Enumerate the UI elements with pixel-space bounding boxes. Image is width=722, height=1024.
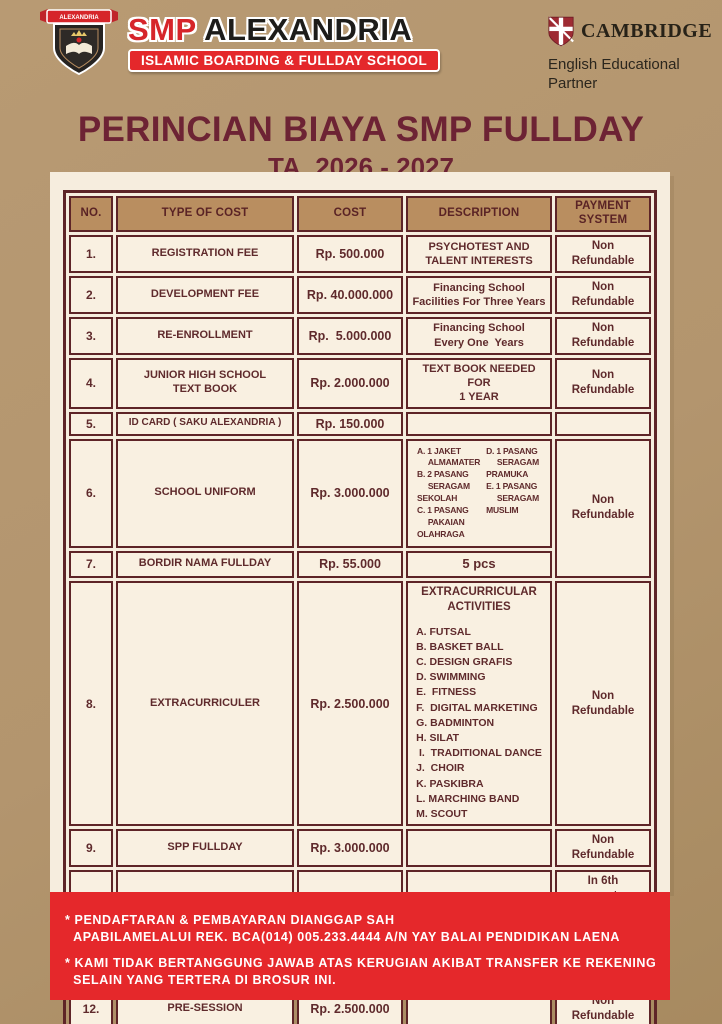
row-no: 2. <box>69 275 113 314</box>
table-row: 8. EXTRACURRICULER Rp. 2.500.000 EXTRACU… <box>69 580 651 827</box>
row-type: SCHOOL UNIFORM <box>116 438 294 548</box>
extracurricular-heading: EXTRACURRICULAR ACTIVITIES <box>421 585 537 613</box>
row-type: EXTRACURRICULER <box>116 580 294 827</box>
cambridge-subtitle: English Educational Partner <box>548 56 680 92</box>
cambridge-shield-icon <box>548 16 574 47</box>
header-type-of-cost: TYPE OF COST <box>116 196 294 232</box>
table-row: 1. REGISTRATION FEE Rp. 500.000 PSYCHOTE… <box>69 235 651 273</box>
page-title-line1: PERINCIAN BIAYA SMP FULLDAY <box>77 110 645 149</box>
school-name-main: ALEXANDRIA <box>196 12 413 47</box>
row-payment: Non Refundable <box>555 580 651 827</box>
table-row: 9. SPP FULLDAY Rp. 3.000.000 Non Refunda… <box>69 829 651 868</box>
table-row: 4. JUNIOR HIGH SCHOOL TEXT BOOK Rp. 2.00… <box>69 357 651 409</box>
row-type: ID CARD ( SAKU ALEXANDRIA ) <box>116 411 294 436</box>
row-desc: Financing School Facilities For Three Ye… <box>406 275 552 314</box>
row-payment: Non Refundable <box>555 235 651 273</box>
row-type: JUNIOR HIGH SCHOOL TEXT BOOK <box>116 357 294 409</box>
footer-note-payment-validity: * PENDAFTARAN & PEMBAYARAN DIANGGAP SAH … <box>65 913 620 944</box>
cambridge-wordmark: CAMBRIDGE <box>581 20 713 42</box>
row-desc <box>406 411 552 436</box>
row-payment-merged: Non Refundable <box>555 438 651 578</box>
cambridge-partner: CAMBRIDGE English Educational Partner <box>548 16 713 94</box>
row-cost: Rp. 150.000 <box>297 411 403 436</box>
school-crest-icon: ALEXANDRIA <box>40 9 118 76</box>
school-name-prefix: SMP <box>128 12 197 47</box>
row-type: RE-ENROLLMENT <box>116 316 294 355</box>
table-row: 6. SCHOOL UNIFORM Rp. 3.000.000 A. 1 JAK… <box>69 438 651 578</box>
row-desc-uniform: A. 1 JAKET ALMAMATER B. 2 PASANG SERAGAM… <box>406 438 552 548</box>
row-desc: 5 pcs <box>406 550 552 578</box>
row-type: SPP FULLDAY <box>116 829 294 868</box>
header-cost: COST <box>297 196 403 232</box>
table-row: 7. BORDIR NAMA FULLDAY Rp. 55.000 5 pcs <box>69 550 651 578</box>
row-cost: Rp. 40.000.000 <box>297 275 403 314</box>
row-no: 9. <box>69 829 113 868</box>
row-no: 5. <box>69 411 113 436</box>
row-cost: Rp. 2.500.000 <box>297 580 403 827</box>
row-cost: Rp. 55.000 <box>297 550 403 578</box>
header-payment-system: PAYMENT SYSTEM <box>555 196 651 232</box>
extracurricular-list: A. FUTSAL B. BASKET BALL C. DESIGN GRAFI… <box>416 625 542 821</box>
table-row: 2. DEVELOPMENT FEE Rp. 40.000.000 Financ… <box>69 275 651 314</box>
row-desc: PSYCHOTEST AND TALENT INTERESTS <box>406 235 552 273</box>
row-payment: Non Refundable <box>555 829 651 868</box>
row-cost: Rp. 2.000.000 <box>297 357 403 409</box>
row-desc: Financing School Every One Years <box>406 316 552 355</box>
school-brand: ALEXANDRIA SMP ALEXANDRIA ISLAMIC BOARDI… <box>36 8 441 76</box>
table-row: 5. ID CARD ( SAKU ALEXANDRIA ) Rp. 150.0… <box>69 411 651 436</box>
row-no: 3. <box>69 316 113 355</box>
school-tagline: ISLAMIC BOARDING & FULLDAY SCHOOL <box>128 49 441 72</box>
footer-note-disclaimer: * KAMI TIDAK BERTANGGUNG JAWAB ATAS KERU… <box>65 955 657 987</box>
school-name-block: SMP ALEXANDRIA ISLAMIC BOARDING & FULLDA… <box>128 8 441 72</box>
school-name: SMP ALEXANDRIA <box>128 14 440 45</box>
row-cost: Rp. 5.000.000 <box>297 316 403 355</box>
uniform-list-left: A. 1 JAKET ALMAMATER B. 2 PASANG SERAGAM… <box>417 445 481 539</box>
svg-text:ALEXANDRIA: ALEXANDRIA <box>59 15 99 21</box>
uniform-list-right: D. 1 PASANG SERAGAM PRAMUKA E. 1 PASANG … <box>486 445 539 515</box>
row-no: 6. <box>69 438 113 548</box>
row-desc <box>406 829 552 868</box>
row-type: REGISTRATION FEE <box>116 235 294 273</box>
row-cost: Rp. 3.000.000 <box>297 438 403 548</box>
footer-notes: * PENDAFTARAN & PEMBAYARAN DIANGGAP SAH … <box>50 892 670 1000</box>
row-no: 1. <box>69 235 113 273</box>
header-description: DESCRIPTION <box>406 196 552 232</box>
row-payment: Non Refundable <box>555 357 651 409</box>
row-no: 7. <box>69 550 113 578</box>
header-no: NO. <box>69 196 113 232</box>
row-payment <box>555 411 651 436</box>
row-type: BORDIR NAMA FULLDAY <box>116 550 294 578</box>
row-desc-extracurricular: EXTRACURRICULAR ACTIVITIES A. FUTSAL B. … <box>406 580 552 827</box>
cost-panel: NO. TYPE OF COST COST DESCRIPTION PAYMEN… <box>50 172 670 1024</box>
row-type: DEVELOPMENT FEE <box>116 275 294 314</box>
row-cost: Rp. 500.000 <box>297 235 403 273</box>
row-payment: Non Refundable <box>555 316 651 355</box>
row-no: 4. <box>69 357 113 409</box>
row-cost: Rp. 3.000.000 <box>297 829 403 868</box>
row-payment: Non Refundable <box>555 275 651 314</box>
row-desc: TEXT BOOK NEEDED FOR 1 YEAR <box>406 357 552 409</box>
row-no: 8. <box>69 580 113 827</box>
table-row: 3. RE-ENROLLMENT Rp. 5.000.000 Financing… <box>69 316 651 355</box>
table-header-row: NO. TYPE OF COST COST DESCRIPTION PAYMEN… <box>69 196 651 232</box>
